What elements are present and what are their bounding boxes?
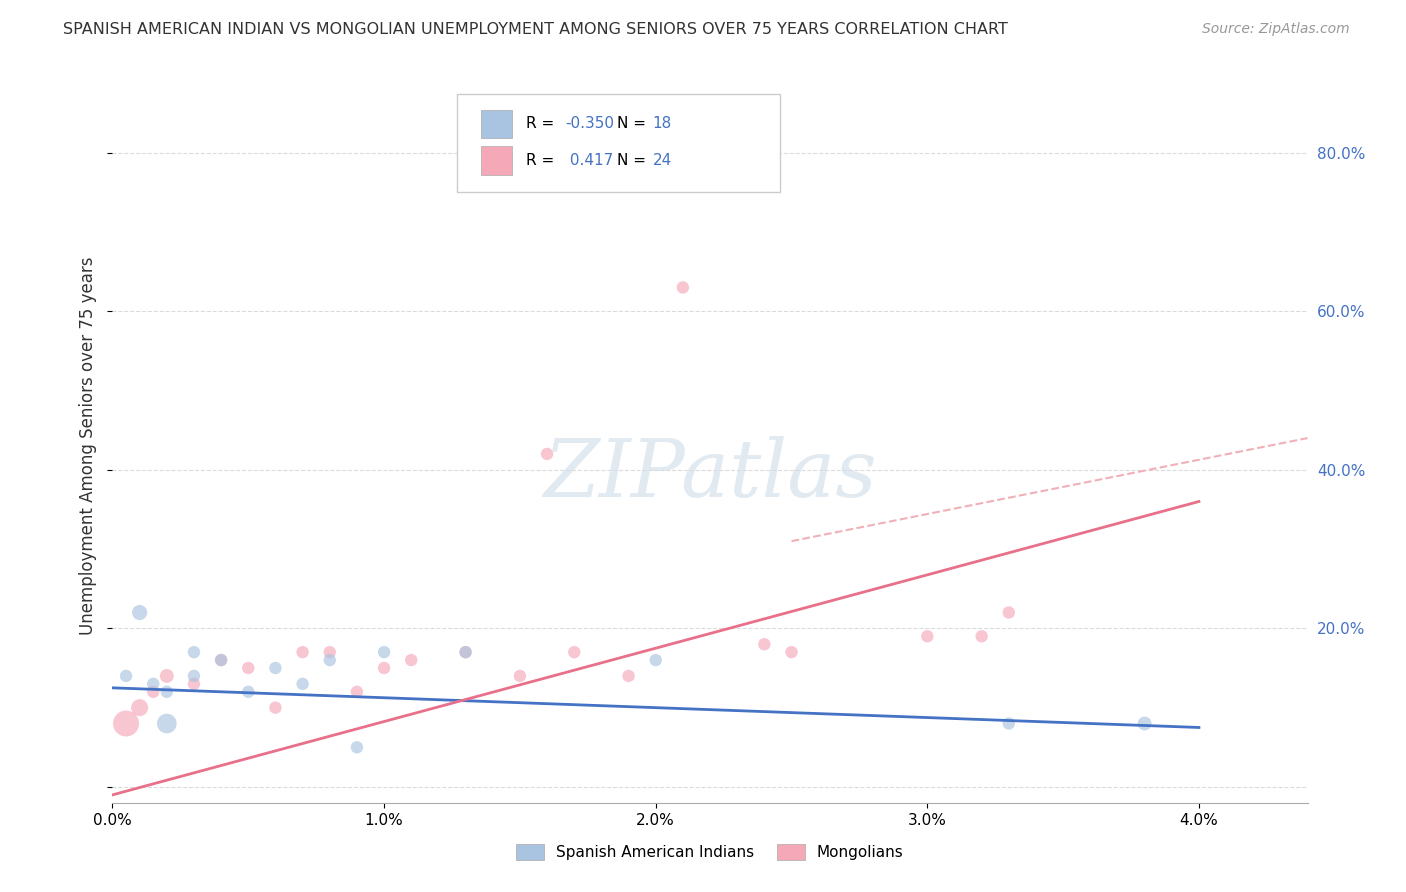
- Point: [183, 645, 205, 659]
- Point: [509, 669, 531, 683]
- Point: [998, 606, 1021, 620]
- Text: 24: 24: [652, 153, 672, 168]
- Point: [156, 685, 179, 699]
- Point: [142, 677, 165, 691]
- Point: [672, 280, 695, 294]
- Point: [401, 653, 423, 667]
- Point: [454, 645, 477, 659]
- Text: N =: N =: [617, 153, 651, 168]
- Point: [142, 685, 165, 699]
- Point: [1133, 716, 1156, 731]
- Point: [917, 629, 939, 643]
- Text: Source: ZipAtlas.com: Source: ZipAtlas.com: [1202, 22, 1350, 37]
- Point: [183, 669, 205, 683]
- Text: 0.417: 0.417: [565, 153, 613, 168]
- Point: [346, 740, 368, 755]
- Point: [209, 653, 232, 667]
- Point: [115, 669, 138, 683]
- Point: [291, 645, 314, 659]
- Text: R =: R =: [526, 153, 560, 168]
- Point: [970, 629, 993, 643]
- Point: [562, 645, 585, 659]
- Point: [209, 653, 232, 667]
- Point: [346, 685, 368, 699]
- Point: [183, 677, 205, 691]
- Text: N =: N =: [617, 117, 651, 131]
- Legend: Spanish American Indians, Mongolians: Spanish American Indians, Mongolians: [510, 838, 910, 866]
- Point: [238, 685, 260, 699]
- Point: [998, 716, 1021, 731]
- Point: [291, 677, 314, 691]
- Point: [319, 645, 342, 659]
- Text: ZIPatlas: ZIPatlas: [543, 436, 877, 513]
- Point: [128, 606, 150, 620]
- Y-axis label: Unemployment Among Seniors over 75 years: Unemployment Among Seniors over 75 years: [79, 257, 97, 635]
- Point: [238, 661, 260, 675]
- Point: [264, 661, 287, 675]
- Point: [319, 653, 342, 667]
- Point: [644, 653, 666, 667]
- Point: [264, 700, 287, 714]
- Text: 18: 18: [652, 117, 672, 131]
- Point: [128, 700, 150, 714]
- Text: -0.350: -0.350: [565, 117, 614, 131]
- Point: [617, 669, 640, 683]
- Text: R =: R =: [526, 117, 560, 131]
- Point: [373, 645, 395, 659]
- Point: [156, 669, 179, 683]
- Point: [754, 637, 776, 651]
- Text: SPANISH AMERICAN INDIAN VS MONGOLIAN UNEMPLOYMENT AMONG SENIORS OVER 75 YEARS CO: SPANISH AMERICAN INDIAN VS MONGOLIAN UNE…: [63, 22, 1008, 37]
- Point: [373, 661, 395, 675]
- Point: [454, 645, 477, 659]
- Point: [115, 716, 138, 731]
- Point: [156, 716, 179, 731]
- Point: [780, 645, 803, 659]
- Point: [536, 447, 558, 461]
